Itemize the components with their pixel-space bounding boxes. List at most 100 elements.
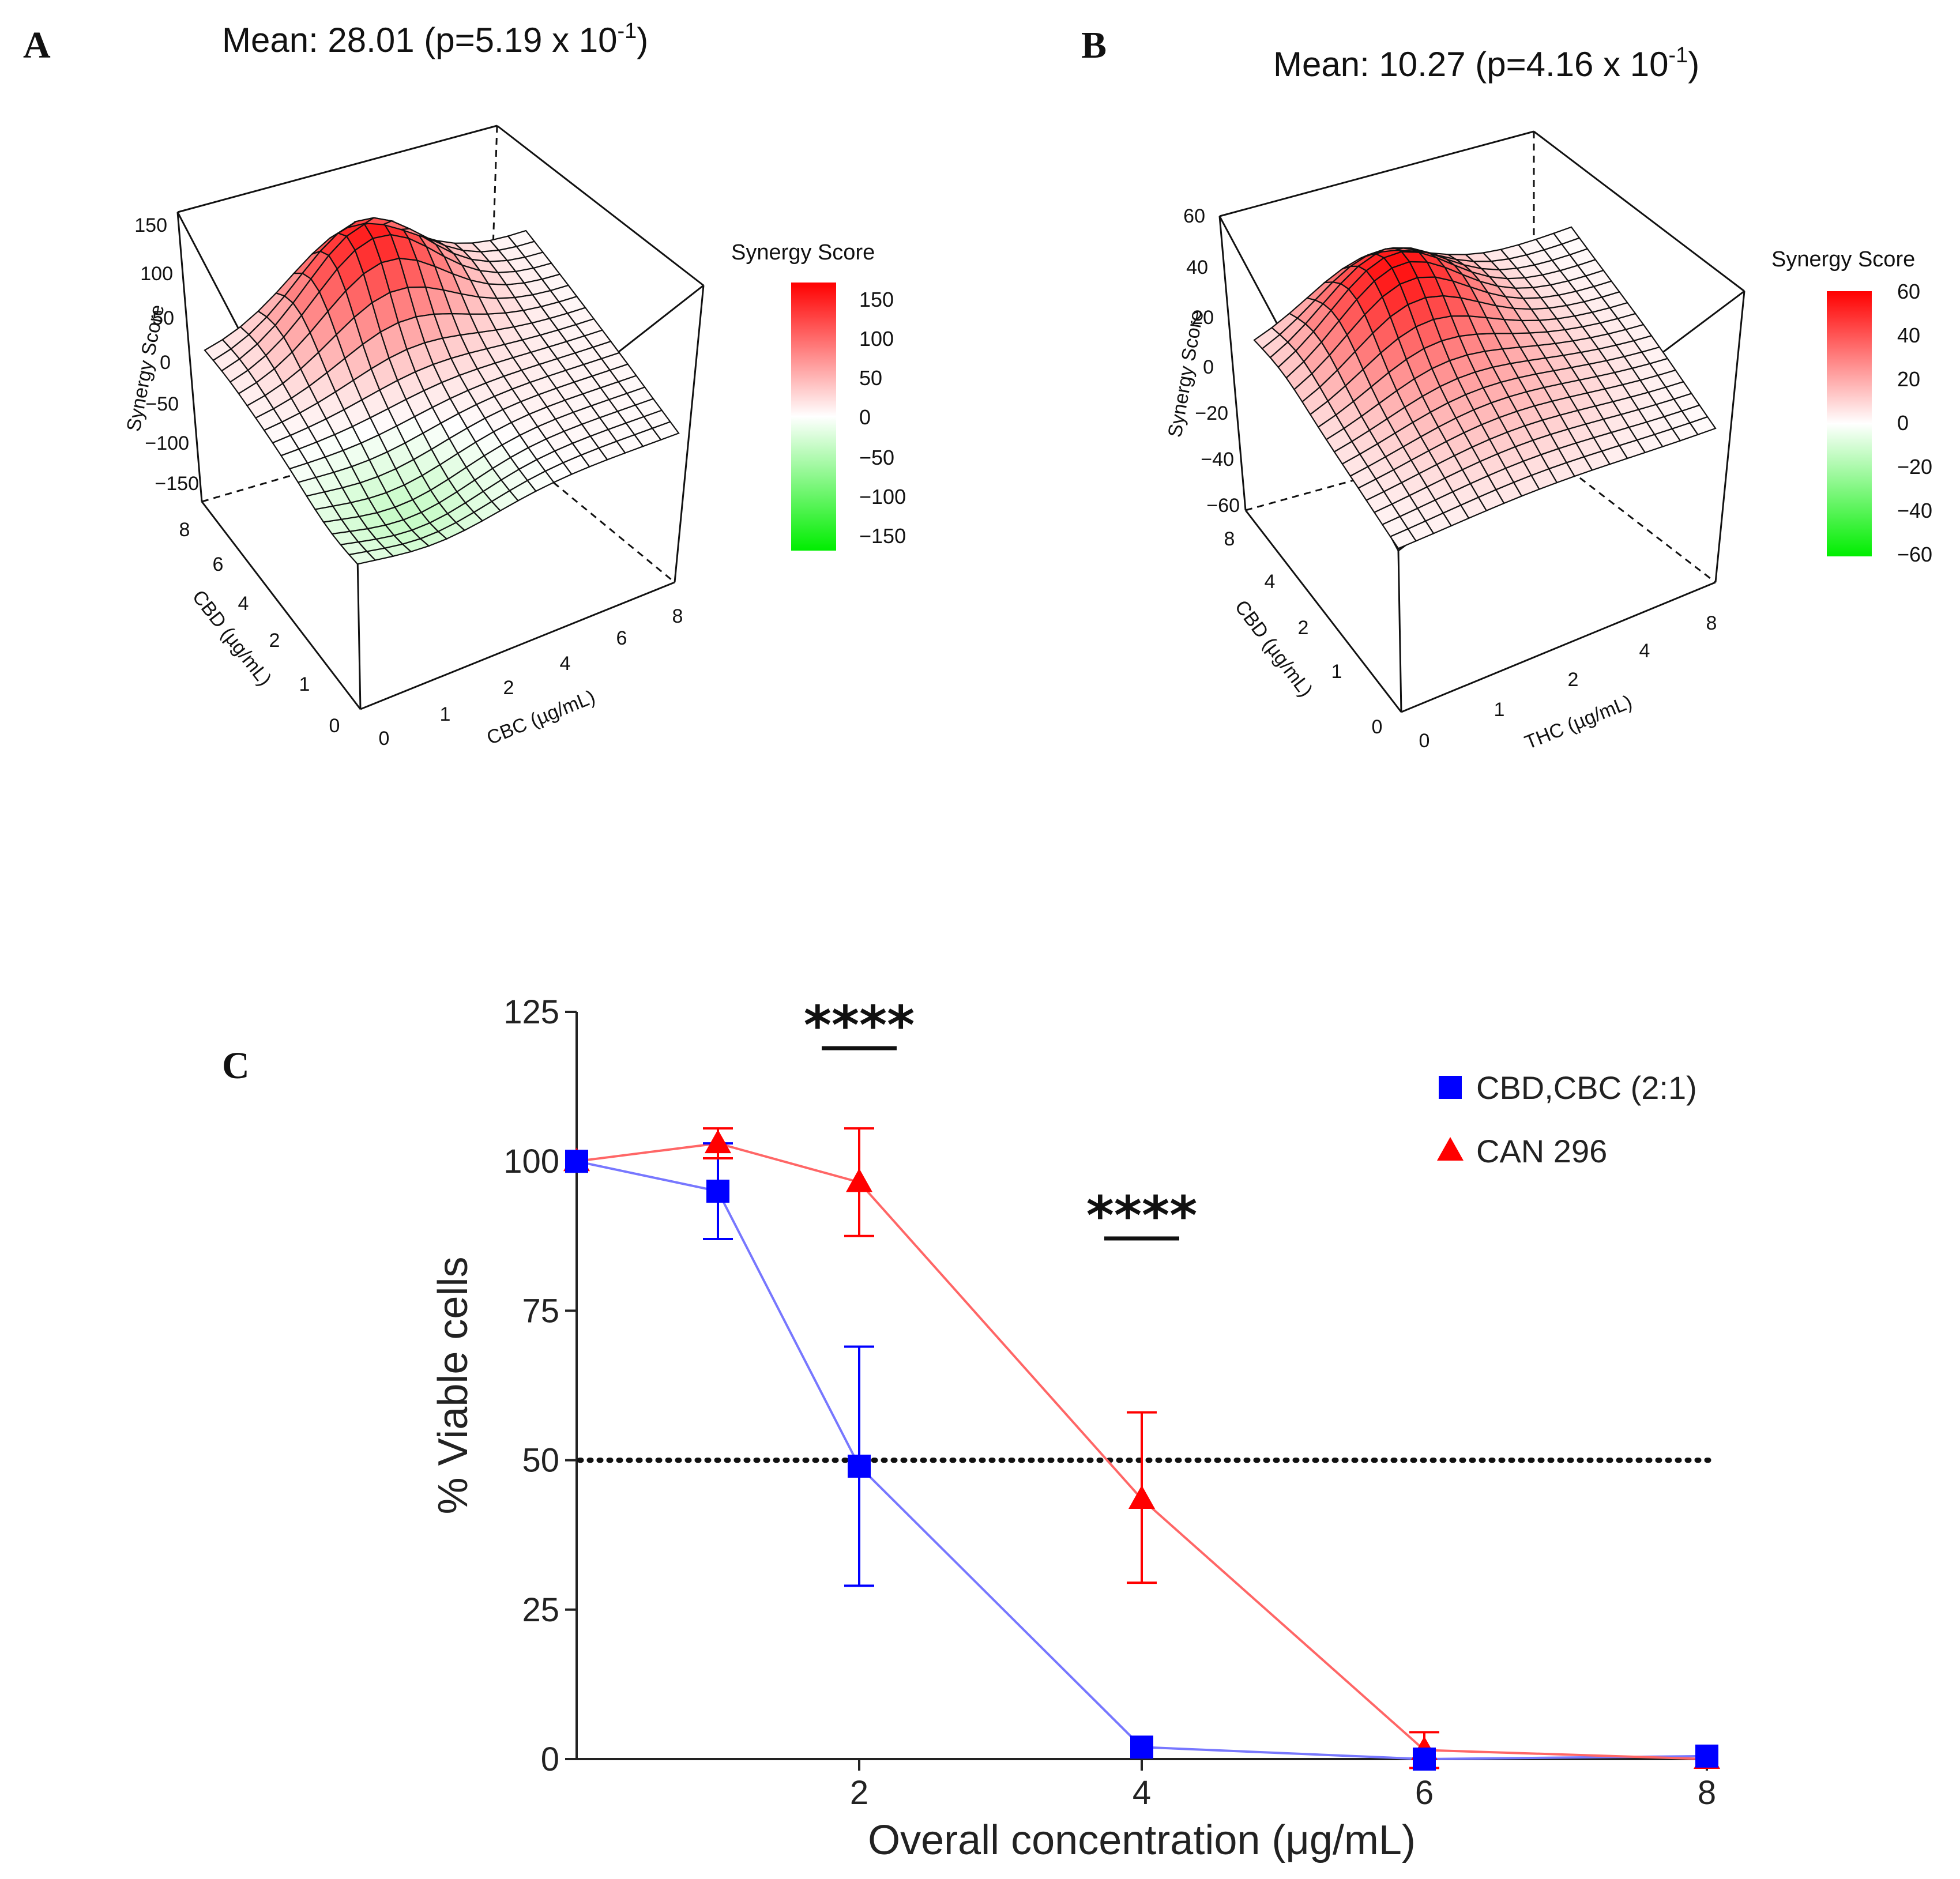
y-tick: 8 xyxy=(179,519,190,541)
y-axis-title: % Viable cells xyxy=(430,1257,476,1515)
y-tick: 2 xyxy=(1298,617,1309,639)
legend-marker xyxy=(1439,1076,1462,1099)
surface-cell xyxy=(507,229,536,247)
z-tick: −60 xyxy=(1206,495,1240,517)
data-point xyxy=(706,1180,729,1203)
x-tick: 1 xyxy=(1494,699,1505,721)
colorbar-tick: 100 xyxy=(859,327,894,351)
colorbar-gradient xyxy=(1827,291,1872,556)
series-line xyxy=(576,1142,1707,1760)
panel-a-y-axis: 8 6 4 2 1 0 CBD (µg/mL) xyxy=(179,519,340,737)
y-tick: 4 xyxy=(238,593,249,615)
y-tick: 0 xyxy=(1372,716,1383,738)
y-axis-label: CBD (µg/mL) xyxy=(188,586,276,690)
y-tick: 6 xyxy=(213,553,224,575)
data-point xyxy=(705,1129,731,1154)
legend-label: CBD,CBC (2:1) xyxy=(1476,1070,1697,1106)
z-tick: 20 xyxy=(1192,307,1214,329)
z-tick: 100 xyxy=(140,263,173,285)
significance-stars: **** xyxy=(804,995,915,1056)
data-point xyxy=(1130,1735,1153,1759)
x-tick: 8 xyxy=(1706,612,1717,634)
z-tick: −100 xyxy=(145,432,189,454)
panel-letter-c: C xyxy=(222,1045,250,1087)
panel-a-colorbar: Synergy Score 150 100 50 0 −50 −100 −150 xyxy=(731,240,906,551)
colorbar-title: Synergy Score xyxy=(1771,247,1915,272)
y-tick: 8 xyxy=(1224,528,1235,550)
panel-a-mean-title: Mean: 28.01 (p=5.19 x 10-1) xyxy=(222,19,648,59)
z-tick: 40 xyxy=(1186,257,1208,278)
x-tick: 2 xyxy=(1568,669,1579,691)
y-tick-label: 25 xyxy=(522,1591,559,1629)
panel-c: C 0 25 50 75 100 125 2 4 6 8 Overall concentration… xyxy=(222,993,1720,1863)
panel-b-y-axis: 8 4 2 1 0 CBD (µg/mL) xyxy=(1224,528,1383,738)
colorbar-tick: −100 xyxy=(859,485,906,509)
x-tick: 4 xyxy=(560,653,571,675)
x-tick: 1 xyxy=(440,703,451,725)
x-tick: 0 xyxy=(1419,730,1430,752)
panel-b-z-axis: 60 40 20 0 −20 −40 −60 Synergy Score xyxy=(1164,205,1240,517)
data-point xyxy=(1695,1744,1718,1768)
data-point xyxy=(1128,1485,1155,1509)
y-axis-label: CBD (µg/mL) xyxy=(1231,596,1317,701)
z-tick: 60 xyxy=(1183,205,1205,227)
panel-a: A Mean: 28.01 (p=5.19 x 10-1) 150 100 50… xyxy=(23,19,906,750)
data-point xyxy=(565,1150,588,1173)
z-tick: 0 xyxy=(1203,356,1214,378)
data-point xyxy=(848,1454,871,1478)
colorbar-tick: 0 xyxy=(859,405,871,429)
x-tick-label: 2 xyxy=(850,1774,868,1812)
z-tick: −50 xyxy=(145,393,179,415)
x-tick-label: 8 xyxy=(1698,1774,1716,1812)
colorbar-title: Synergy Score xyxy=(731,240,875,265)
y-tick: 1 xyxy=(1331,661,1342,683)
panel-a-x-axis: 0 1 2 4 6 8 CBC (µg/mL) xyxy=(379,605,683,750)
y-tick: 2 xyxy=(269,630,280,652)
z-tick: 0 xyxy=(160,352,171,374)
colorbar-gradient xyxy=(791,283,836,551)
z-tick: −40 xyxy=(1201,449,1234,470)
panel-b-mean-title: Mean: 10.27 (p=4.16 x 10-1) xyxy=(1273,43,1699,84)
panel-b: B Mean: 10.27 (p=4.16 x 10-1) 60 40 20 0… xyxy=(1081,24,1932,754)
data-point xyxy=(846,1168,872,1192)
colorbar-tick: −20 xyxy=(1897,455,1932,479)
viability-chart: 0 25 50 75 100 125 2 4 6 8 Overall concentration (… xyxy=(430,993,1720,1863)
legend-marker xyxy=(1437,1137,1464,1161)
data-point xyxy=(1413,1748,1436,1771)
z-tick: 150 xyxy=(134,214,167,236)
y-tick-label: 75 xyxy=(522,1292,559,1330)
colorbar-tick: −50 xyxy=(859,446,894,469)
x-axis-label: CBC (µg/mL) xyxy=(484,686,599,750)
x-tick: 8 xyxy=(672,605,683,627)
y-tick-label: 50 xyxy=(522,1442,559,1479)
colorbar-tick: 40 xyxy=(1897,323,1920,347)
x-tick: 6 xyxy=(616,627,627,649)
z-tick: −150 xyxy=(155,473,199,495)
y-tick: 1 xyxy=(299,673,310,695)
series-line xyxy=(576,1160,1707,1761)
panel-b-colorbar: Synergy Score 60 40 20 0 −20 −40 −60 xyxy=(1771,247,1932,566)
colorbar-tick: 20 xyxy=(1897,367,1920,391)
panel-a-z-axis: 150 100 50 0 −50 −100 −150 Synergy Score xyxy=(123,214,199,495)
significance-stars: **** xyxy=(1086,1185,1197,1247)
z-tick: −20 xyxy=(1195,402,1228,424)
y-tick-label: 0 xyxy=(541,1741,559,1778)
surface-cell xyxy=(1552,226,1581,245)
x-tick-label: 6 xyxy=(1415,1774,1434,1812)
colorbar-tick: −60 xyxy=(1897,543,1932,566)
panel-b-x-axis: 0 1 2 4 8 THC (µg/mL) xyxy=(1419,612,1717,754)
y-tick-label: 100 xyxy=(503,1143,559,1180)
x-tick: 2 xyxy=(503,677,514,699)
y-tick: 4 xyxy=(1265,571,1276,593)
colorbar-tick: −150 xyxy=(859,524,906,548)
colorbar-tick: 50 xyxy=(859,366,882,390)
panel-letter-b: B xyxy=(1081,24,1107,66)
x-axis-title: Overall concentration (μg/mL) xyxy=(868,1817,1416,1863)
y-tick-label: 125 xyxy=(503,993,559,1031)
colorbar-tick: 0 xyxy=(1897,411,1909,435)
panel-letter-a: A xyxy=(23,24,51,66)
z-tick: 50 xyxy=(152,307,174,329)
x-tick: 4 xyxy=(1639,640,1650,662)
colorbar-tick: 60 xyxy=(1897,280,1920,303)
panel-b-surface xyxy=(1253,226,1717,549)
